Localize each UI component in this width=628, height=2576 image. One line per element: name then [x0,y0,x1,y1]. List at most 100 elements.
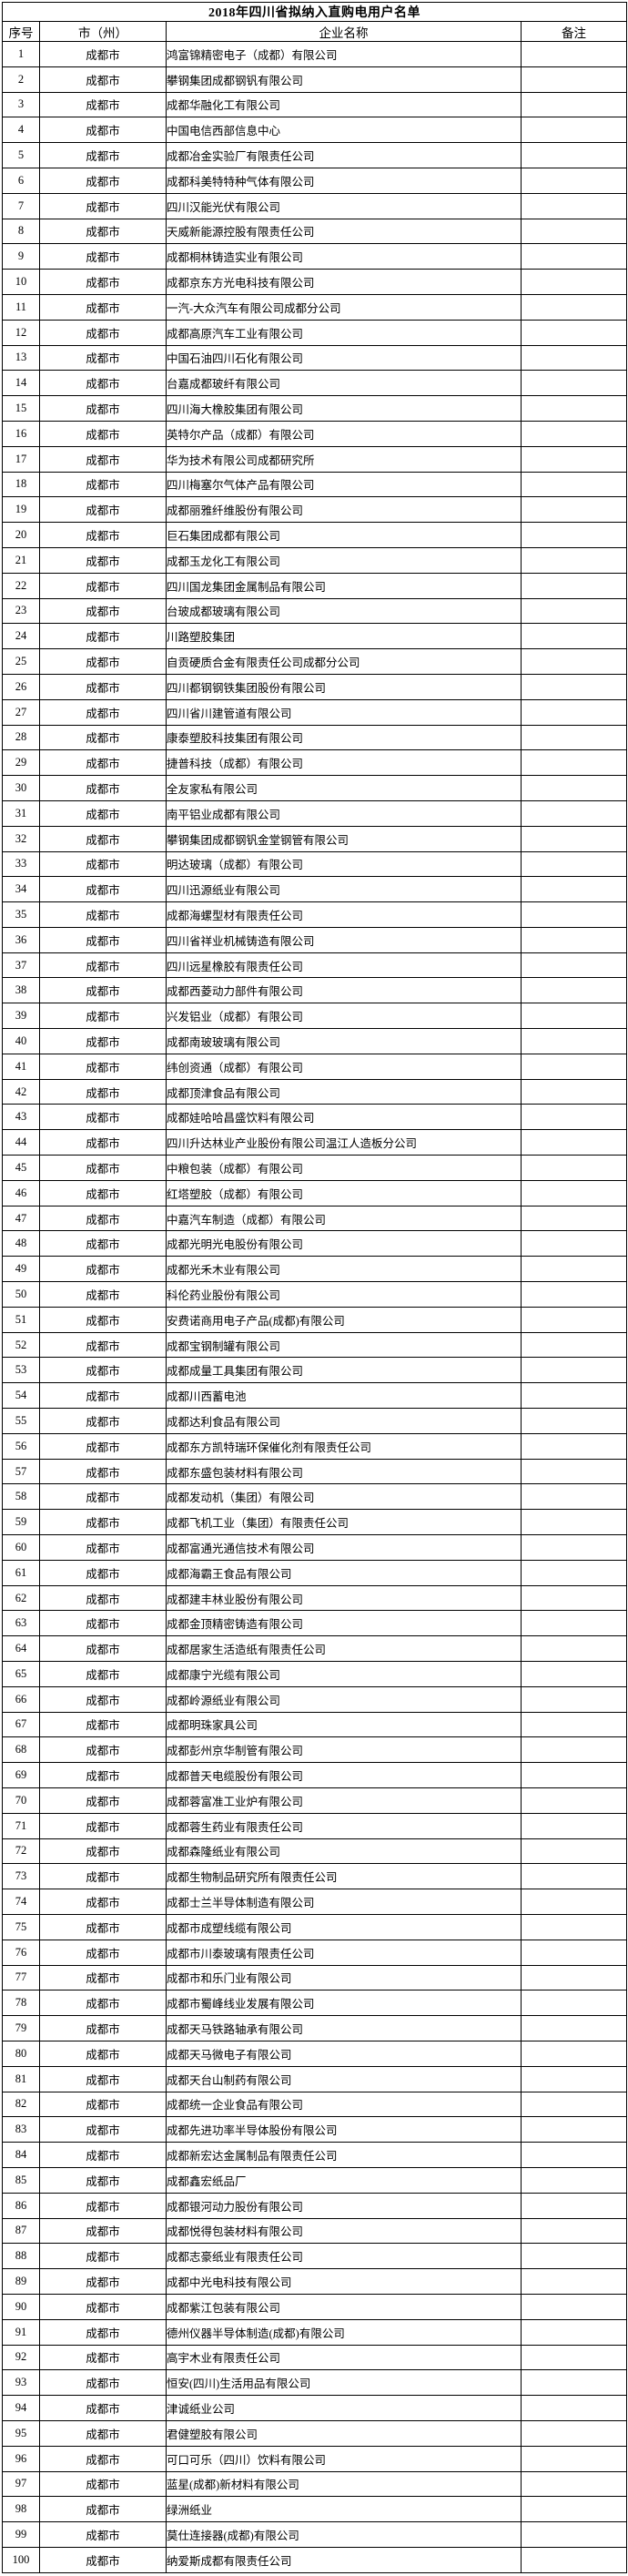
row-remark-cell [521,1458,627,1485]
row-city-cell: 成都市 [39,1939,167,1966]
row-city-cell: 成都市 [39,1458,167,1485]
row-city-cell: 成都市 [39,1256,167,1283]
row-number-cell: 82 [2,2091,40,2118]
row-number-cell: 19 [2,496,40,524]
row-number-cell: 87 [2,2217,40,2245]
row-company-cell: 成都生物制品研究所有限责任公司 [166,1863,522,1890]
row-city-cell: 成都市 [39,1661,167,1687]
table-row: 47 成都市 中嘉汽车制造（成都）有限公司 [2,1205,627,1232]
row-city-cell: 成都市 [39,1483,167,1511]
row-number-cell: 62 [2,1584,40,1612]
row-city-cell: 成都市 [39,1863,167,1890]
table-row: 33 成都市 明达玻璃（成都）有限公司 [2,850,627,878]
table-row: 4 成都市 中国电信西部信息中心 [2,117,627,144]
row-company-cell: 鸿富锦精密电子（成都）有限公司 [166,41,522,67]
row-remark-cell [521,977,627,1004]
row-number-cell: 85 [2,2166,40,2194]
row-company-cell: 成都京东方光电科技有限公司 [166,269,522,295]
row-remark-cell [521,1230,627,1257]
table-row: 26 成都市 四川都钢钢铁集团股份有限公司 [2,673,627,700]
row-city-cell: 成都市 [39,1281,167,1308]
row-remark-cell [521,775,627,801]
row-city-cell: 成都市 [39,1028,167,1054]
table-row: 22 成都市 四川国龙集团金属制品有限公司 [2,572,627,599]
row-city-cell: 成都市 [39,825,167,852]
table-row: 44 成都市 四川升达林业产业股份有限公司温江人造板分公司 [2,1129,627,1156]
row-company-cell: 成都先进功率半导体股份有限公司 [166,2116,522,2143]
table-row: 28 成都市 康泰塑胶科技集团有限公司 [2,724,627,751]
row-remark-cell [521,597,627,625]
row-number-cell: 81 [2,2065,40,2092]
row-remark-cell [521,1863,627,1890]
row-remark-cell [521,2166,627,2194]
row-remark-cell [521,673,627,700]
row-city-cell: 成都市 [39,2166,167,2194]
row-city-cell: 成都市 [39,218,167,245]
row-number-cell: 80 [2,2040,40,2067]
row-city-cell: 成都市 [39,1736,167,1764]
row-number-cell: 94 [2,2395,40,2421]
row-remark-cell [521,2369,627,2397]
row-remark-cell [521,370,627,397]
row-remark-cell [521,420,627,447]
table-row: 7 成都市 四川汉能光伏有限公司 [2,192,627,219]
table-row: 24 成都市 川路塑胶集团 [2,623,627,650]
row-company-cell: 成都市成塑线缆有限公司 [166,1913,522,1940]
row-number-cell: 47 [2,1205,40,1232]
row-city-cell: 成都市 [39,2065,167,2092]
row-remark-cell [521,2142,627,2168]
row-number-cell: 83 [2,2116,40,2143]
row-company-cell: 高宇木业有限责任公司 [166,2344,522,2371]
row-company-cell: 成都建丰林业股份有限公司 [166,1584,522,1612]
row-company-cell: 成都中光电科技有限公司 [166,2268,522,2295]
row-number-cell: 30 [2,775,40,801]
row-city-cell: 成都市 [39,1534,167,1561]
row-number-cell: 10 [2,269,40,295]
row-remark-cell [521,2217,627,2245]
row-city-cell: 成都市 [39,1408,167,1434]
row-city-cell: 成都市 [39,1711,167,1738]
row-number-cell: 88 [2,2243,40,2270]
row-city-cell: 成都市 [39,572,167,599]
row-remark-cell [521,1155,627,1181]
row-remark-cell [521,1078,627,1105]
table-row: 21 成都市 成都玉龙化工有限公司 [2,546,627,574]
row-company-cell: 成都光明光电股份有限公司 [166,1230,522,1257]
row-company-cell: 成都光禾木业有限公司 [166,1256,522,1283]
row-remark-cell [521,1990,627,2017]
row-remark-cell [521,2496,627,2523]
row-number-cell: 42 [2,1078,40,1105]
row-company-cell: 成都华融化工有限公司 [166,91,522,118]
table-row: 75 成都市 成都市成塑线缆有限公司 [2,1913,627,1940]
row-remark-cell [521,698,627,726]
row-remark-cell [521,1787,627,1814]
table-row: 81 成都市 成都天台山制药有限公司 [2,2065,627,2092]
row-remark-cell [521,850,627,878]
row-number-cell: 91 [2,2318,40,2346]
column-header-company: 企业名称 [166,21,522,42]
row-company-cell: 君健塑胶有限公司 [166,2419,522,2447]
row-number-cell: 43 [2,1104,40,1131]
row-company-cell: 成都科美特特种气体有限公司 [166,167,522,194]
row-number-cell: 97 [2,2470,40,2498]
row-company-cell: 四川汉能光伏有限公司 [166,192,522,219]
row-city-cell: 成都市 [39,2116,167,2143]
row-remark-cell [521,1205,627,1232]
row-number-cell: 95 [2,2419,40,2447]
row-number-cell: 72 [2,1838,40,1865]
row-company-cell: 成都金顶精密铸造有限公司 [166,1610,522,1637]
table-row: 59 成都市 成都飞机工业（集团）有限责任公司 [2,1509,627,1536]
row-city-cell: 成都市 [39,2445,167,2472]
row-company-cell: 全友家私有限公司 [166,775,522,801]
table-row: 12 成都市 成都高原汽车工业有限公司 [2,319,627,346]
table-row: 34 成都市 四川迅源纸业有限公司 [2,876,627,903]
table-row: 55 成都市 成都达利食品有限公司 [2,1408,627,1434]
row-city-cell: 成都市 [39,648,167,675]
row-company-cell: 成都飞机工业（集团）有限责任公司 [166,1509,522,1536]
row-remark-cell [521,142,627,168]
row-remark-cell [521,1357,627,1384]
row-city-cell: 成都市 [39,293,167,321]
row-company-cell: 成都冶金实验厂有限责任公司 [166,142,522,168]
row-remark-cell [521,243,627,270]
